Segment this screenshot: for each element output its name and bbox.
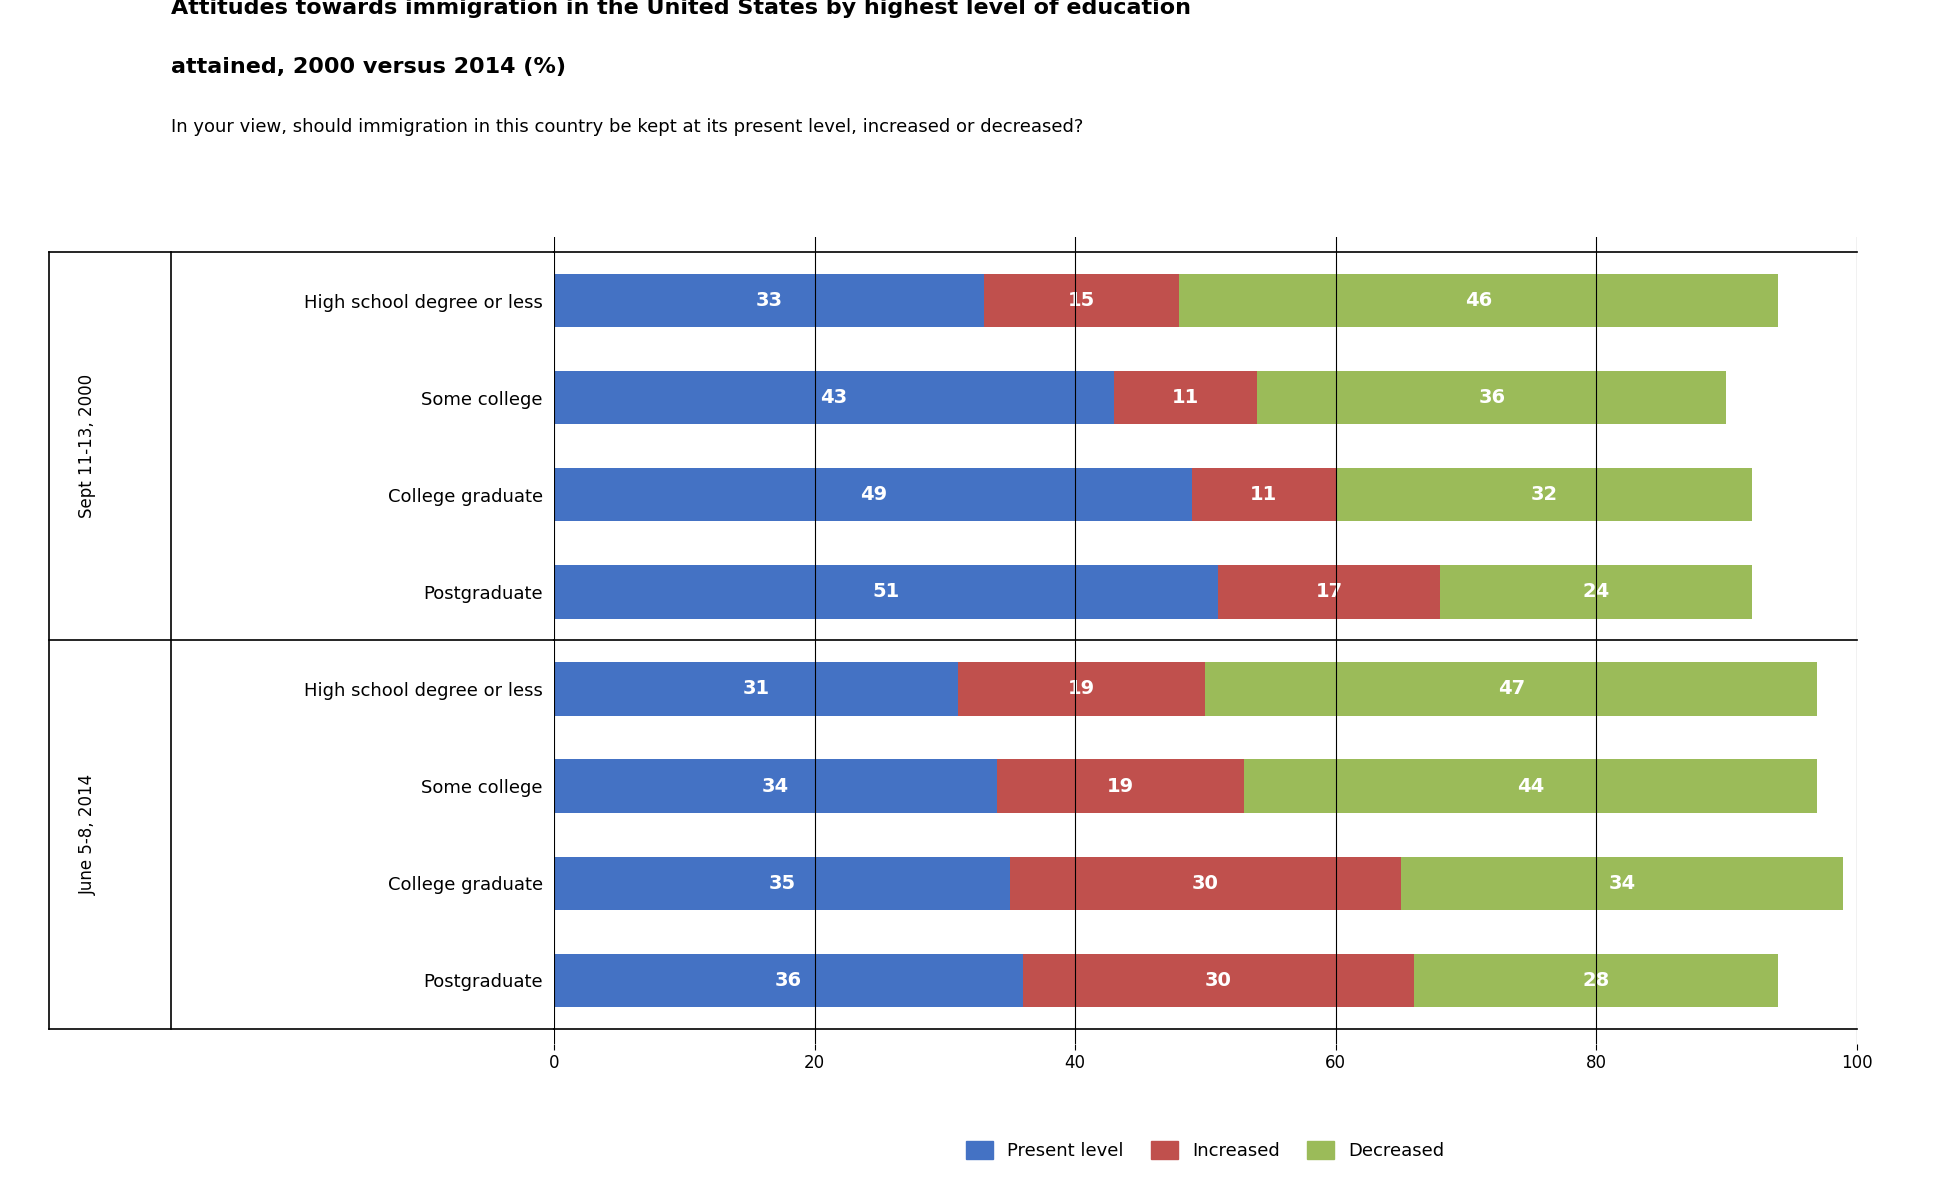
Text: 36: 36	[1477, 388, 1505, 407]
Bar	[554, 371, 1114, 425]
Bar	[554, 468, 1192, 522]
Text: 28: 28	[1582, 971, 1610, 990]
Bar	[554, 274, 984, 327]
Bar	[1258, 371, 1726, 425]
Text: 19: 19	[1106, 777, 1133, 796]
Text: attained, 2000 versus 2014 (%): attained, 2000 versus 2014 (%)	[171, 57, 566, 77]
Bar	[1244, 759, 1818, 812]
Text: 33: 33	[756, 291, 781, 310]
Bar	[984, 274, 1180, 327]
Bar	[554, 856, 1011, 910]
Bar	[1413, 954, 1779, 1007]
Bar	[554, 662, 958, 715]
Bar	[1023, 954, 1413, 1007]
Text: 34: 34	[1608, 874, 1635, 893]
Text: 49: 49	[859, 485, 886, 504]
Text: 51: 51	[873, 582, 900, 601]
Legend: Present level, Increased, Decreased: Present level, Increased, Decreased	[958, 1134, 1452, 1167]
Text: Attitudes towards immigration in the United States by highest level of education: Attitudes towards immigration in the Uni…	[171, 0, 1192, 18]
Text: 31: 31	[743, 680, 770, 699]
Text: 30: 30	[1205, 971, 1232, 990]
Bar	[554, 954, 1023, 1007]
Text: 24: 24	[1582, 582, 1610, 601]
Bar	[1219, 566, 1441, 619]
Text: 11: 11	[1250, 485, 1277, 504]
Bar	[554, 759, 997, 812]
Bar	[1205, 662, 1818, 715]
Text: 19: 19	[1067, 680, 1094, 699]
Text: 46: 46	[1466, 291, 1493, 310]
Text: 17: 17	[1316, 582, 1343, 601]
Text: 30: 30	[1192, 874, 1219, 893]
Text: In your view, should immigration in this country be kept at its present level, i: In your view, should immigration in this…	[171, 119, 1083, 136]
Bar	[1400, 856, 1843, 910]
Text: 44: 44	[1516, 777, 1545, 796]
Text: 43: 43	[820, 388, 848, 407]
Bar	[1441, 566, 1752, 619]
Bar	[1180, 274, 1779, 327]
Bar	[1192, 468, 1336, 522]
Text: 47: 47	[1497, 680, 1524, 699]
Bar	[997, 759, 1244, 812]
Bar	[1011, 856, 1400, 910]
Text: 34: 34	[762, 777, 789, 796]
Text: June 5-8, 2014: June 5-8, 2014	[78, 774, 97, 895]
Text: 35: 35	[768, 874, 795, 893]
Text: 11: 11	[1172, 388, 1199, 407]
Text: 32: 32	[1530, 485, 1557, 504]
Bar	[1336, 468, 1752, 522]
Text: Sept 11-13, 2000: Sept 11-13, 2000	[78, 374, 97, 518]
Text: 36: 36	[776, 971, 803, 990]
Bar	[1114, 371, 1258, 425]
Bar	[554, 566, 1219, 619]
Text: 15: 15	[1067, 291, 1094, 310]
Bar	[958, 662, 1205, 715]
